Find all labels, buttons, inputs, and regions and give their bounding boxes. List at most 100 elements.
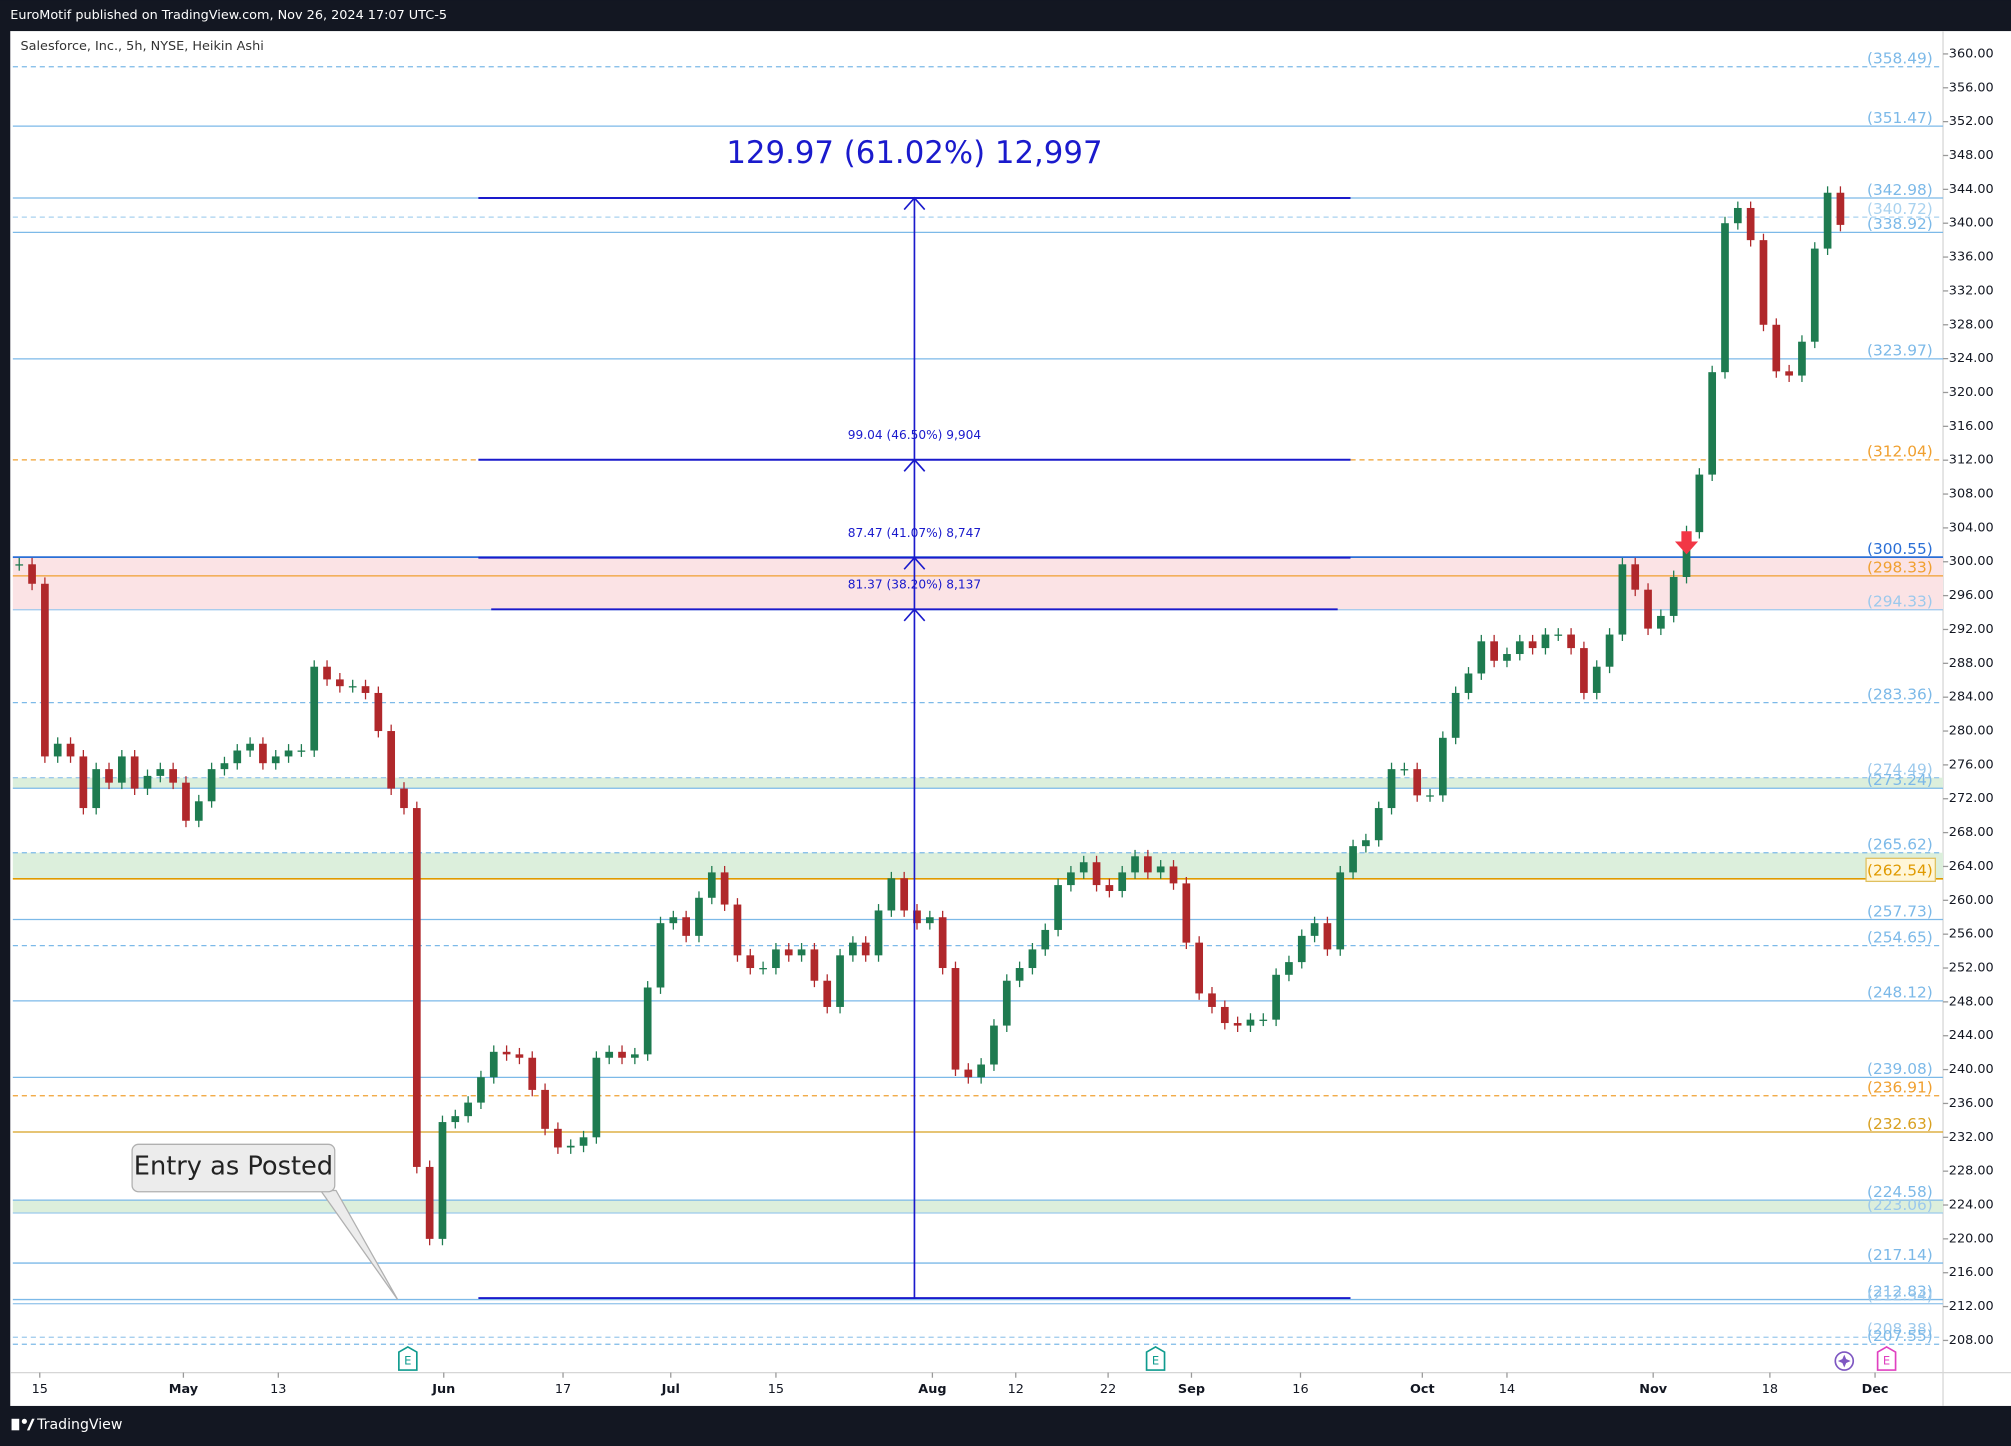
candle-body xyxy=(913,910,921,924)
y-tick-label: 328.00 xyxy=(1949,317,1994,332)
candle-body xyxy=(130,756,139,789)
x-tick-label: 22 xyxy=(1100,1382,1116,1397)
level-label: (273.24) xyxy=(1867,771,1933,789)
candle-body xyxy=(502,1051,511,1055)
level-label: (298.33) xyxy=(1867,559,1933,577)
y-tick-label: 212.00 xyxy=(1949,1299,1994,1314)
candle-body xyxy=(194,801,203,821)
candle-body xyxy=(541,1089,549,1129)
candle-body xyxy=(1413,769,1422,796)
candle-body xyxy=(297,750,306,752)
zone xyxy=(12,777,1944,789)
candle-body xyxy=(1785,371,1793,376)
candle-body xyxy=(669,917,678,924)
candle-body xyxy=(220,763,229,770)
event-marker xyxy=(1145,1345,1166,1371)
candle-body xyxy=(849,942,857,956)
candle-body xyxy=(1580,648,1588,693)
candle-body xyxy=(169,769,177,783)
y-tick-label: 344.00 xyxy=(1949,182,1994,197)
level-label: (351.47) xyxy=(1867,109,1933,127)
candle-body xyxy=(1592,666,1601,693)
y-tick-label: 300.00 xyxy=(1949,554,1994,569)
candle-body xyxy=(592,1057,601,1138)
y-tick-label: 208.00 xyxy=(1949,1333,1994,1348)
level-label: (207.55) xyxy=(1867,1327,1933,1345)
x-tick-label: 15 xyxy=(32,1382,48,1397)
publisher: EuroMotif published on TradingView.com, … xyxy=(10,8,447,23)
candle-body xyxy=(1772,324,1781,372)
candle-body xyxy=(823,980,832,1007)
candle-body xyxy=(284,750,293,757)
y-tick-label: 272.00 xyxy=(1949,791,1994,806)
candle-body xyxy=(1118,872,1127,892)
candle-body xyxy=(1682,532,1691,577)
candle-body xyxy=(1079,862,1088,873)
candle-body xyxy=(477,1077,485,1103)
candle-body xyxy=(1374,808,1383,841)
candle-body xyxy=(1733,207,1742,224)
candle-body xyxy=(515,1054,524,1058)
candle-body xyxy=(1400,769,1409,771)
candle-body xyxy=(695,897,703,936)
candle-body xyxy=(1669,576,1678,616)
candle-body xyxy=(464,1102,472,1117)
candle-body xyxy=(1182,883,1191,943)
candle-body xyxy=(1297,935,1306,963)
candle-body xyxy=(900,878,909,911)
candle-body xyxy=(1644,589,1652,629)
candle-body xyxy=(336,679,344,687)
candle-body xyxy=(92,769,101,809)
candle-body xyxy=(925,917,934,924)
candle-body xyxy=(1002,980,1011,1026)
y-tick-label: 288.00 xyxy=(1949,656,1994,671)
measure-label: 87.47 (41.07%) 8,747 xyxy=(848,526,981,540)
candle-body xyxy=(1336,872,1345,950)
candle-body xyxy=(682,917,690,936)
candle-body xyxy=(1657,615,1665,629)
y-tick-label: 244.00 xyxy=(1949,1028,1994,1043)
candle-body xyxy=(41,583,49,757)
level-label: (265.62) xyxy=(1867,836,1933,854)
candle-body xyxy=(874,910,883,956)
level-label: (212.83) xyxy=(1867,1282,1933,1300)
candle-body xyxy=(784,949,793,956)
candle-body xyxy=(66,743,75,757)
level-label: (232.63) xyxy=(1867,1115,1933,1133)
candle-body xyxy=(733,904,742,956)
candle-body xyxy=(117,756,126,783)
candle-body xyxy=(1759,240,1768,325)
candle-body xyxy=(720,872,729,905)
y-tick-label: 352.00 xyxy=(1949,114,1994,129)
candle-body xyxy=(746,955,755,969)
x-tick-label: 15 xyxy=(768,1382,784,1397)
level-label: (257.73) xyxy=(1867,902,1933,920)
candle-body xyxy=(1798,341,1806,376)
candle-body xyxy=(1105,885,1114,892)
candle-body xyxy=(438,1122,447,1239)
y-tick-label: 348.00 xyxy=(1949,148,1994,163)
candle-body xyxy=(605,1051,614,1058)
candle-body xyxy=(28,564,36,584)
candle-body xyxy=(643,987,652,1055)
y-tick-label: 292.00 xyxy=(1949,622,1994,637)
candle-body xyxy=(412,808,421,1167)
candle-body xyxy=(425,1166,434,1239)
sparkle-icon xyxy=(1837,1354,1851,1368)
candle-body xyxy=(1195,942,1204,994)
event-marker-label: E xyxy=(1152,1354,1159,1368)
candle-body xyxy=(1554,634,1563,636)
candle-body xyxy=(1708,372,1717,475)
y-tick-label: 332.00 xyxy=(1949,283,1994,298)
callout-box xyxy=(131,1143,336,1193)
candle-body xyxy=(810,949,819,981)
y-tick-label: 312.00 xyxy=(1949,453,1994,468)
candle-body xyxy=(323,666,331,680)
candle-body xyxy=(554,1128,562,1148)
candle-body xyxy=(1426,795,1434,797)
y-tick-label: 340.00 xyxy=(1949,216,1994,231)
candle-body xyxy=(528,1057,537,1090)
y-tick-label: 284.00 xyxy=(1949,690,1994,705)
